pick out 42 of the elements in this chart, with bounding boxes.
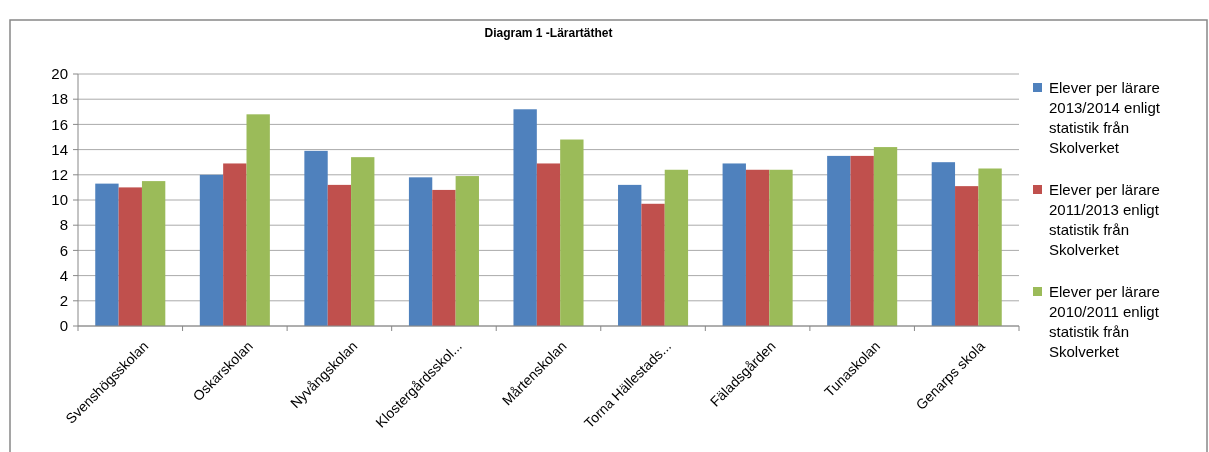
chart-title: Diagram 1 -Lärartäthet [484, 26, 613, 40]
bar [931, 162, 956, 326]
y-tick-label: 4 [59, 266, 68, 284]
bar [641, 203, 665, 326]
bar [850, 155, 874, 326]
bar [246, 114, 270, 326]
bar [408, 177, 433, 326]
y-tick-label: 10 [51, 191, 68, 209]
bar [955, 186, 979, 326]
legend-label: Elever per lärare 2010/2011 enligt statistik från Skolverket [1049, 283, 1160, 361]
y-tick-label: 18 [51, 90, 68, 108]
bar [536, 163, 561, 326]
bar [327, 184, 352, 326]
bar [873, 147, 898, 326]
bar [199, 174, 224, 326]
bar [432, 189, 456, 326]
y-tick-label: 20 [51, 65, 68, 83]
bar [745, 169, 770, 326]
bar [455, 176, 479, 326]
bar [118, 187, 142, 326]
bar [141, 181, 166, 326]
bar [769, 169, 793, 326]
y-tick-label: 16 [51, 115, 68, 133]
bar [223, 163, 247, 326]
y-tick-label: 6 [59, 241, 68, 259]
bar [560, 139, 584, 326]
bar [304, 150, 328, 326]
y-tick-label: 8 [59, 216, 68, 234]
bar [95, 183, 119, 326]
y-tick-label: 2 [59, 292, 68, 310]
bar [513, 109, 537, 326]
legend-label: Elever per lärare 2011/2013 enligt statistik från Skolverket [1049, 181, 1160, 259]
bar [978, 168, 1002, 326]
bar [351, 157, 375, 326]
bar [722, 163, 746, 326]
bar [664, 169, 689, 326]
y-tick-label: 12 [51, 166, 68, 184]
legend-label: Elever per lärare 2013/2014 enligt statistik från Skolverket [1049, 79, 1161, 157]
bar [618, 184, 642, 326]
bar [827, 155, 851, 326]
y-tick-label: 14 [51, 140, 68, 158]
y-tick-label: 0 [59, 317, 68, 335]
